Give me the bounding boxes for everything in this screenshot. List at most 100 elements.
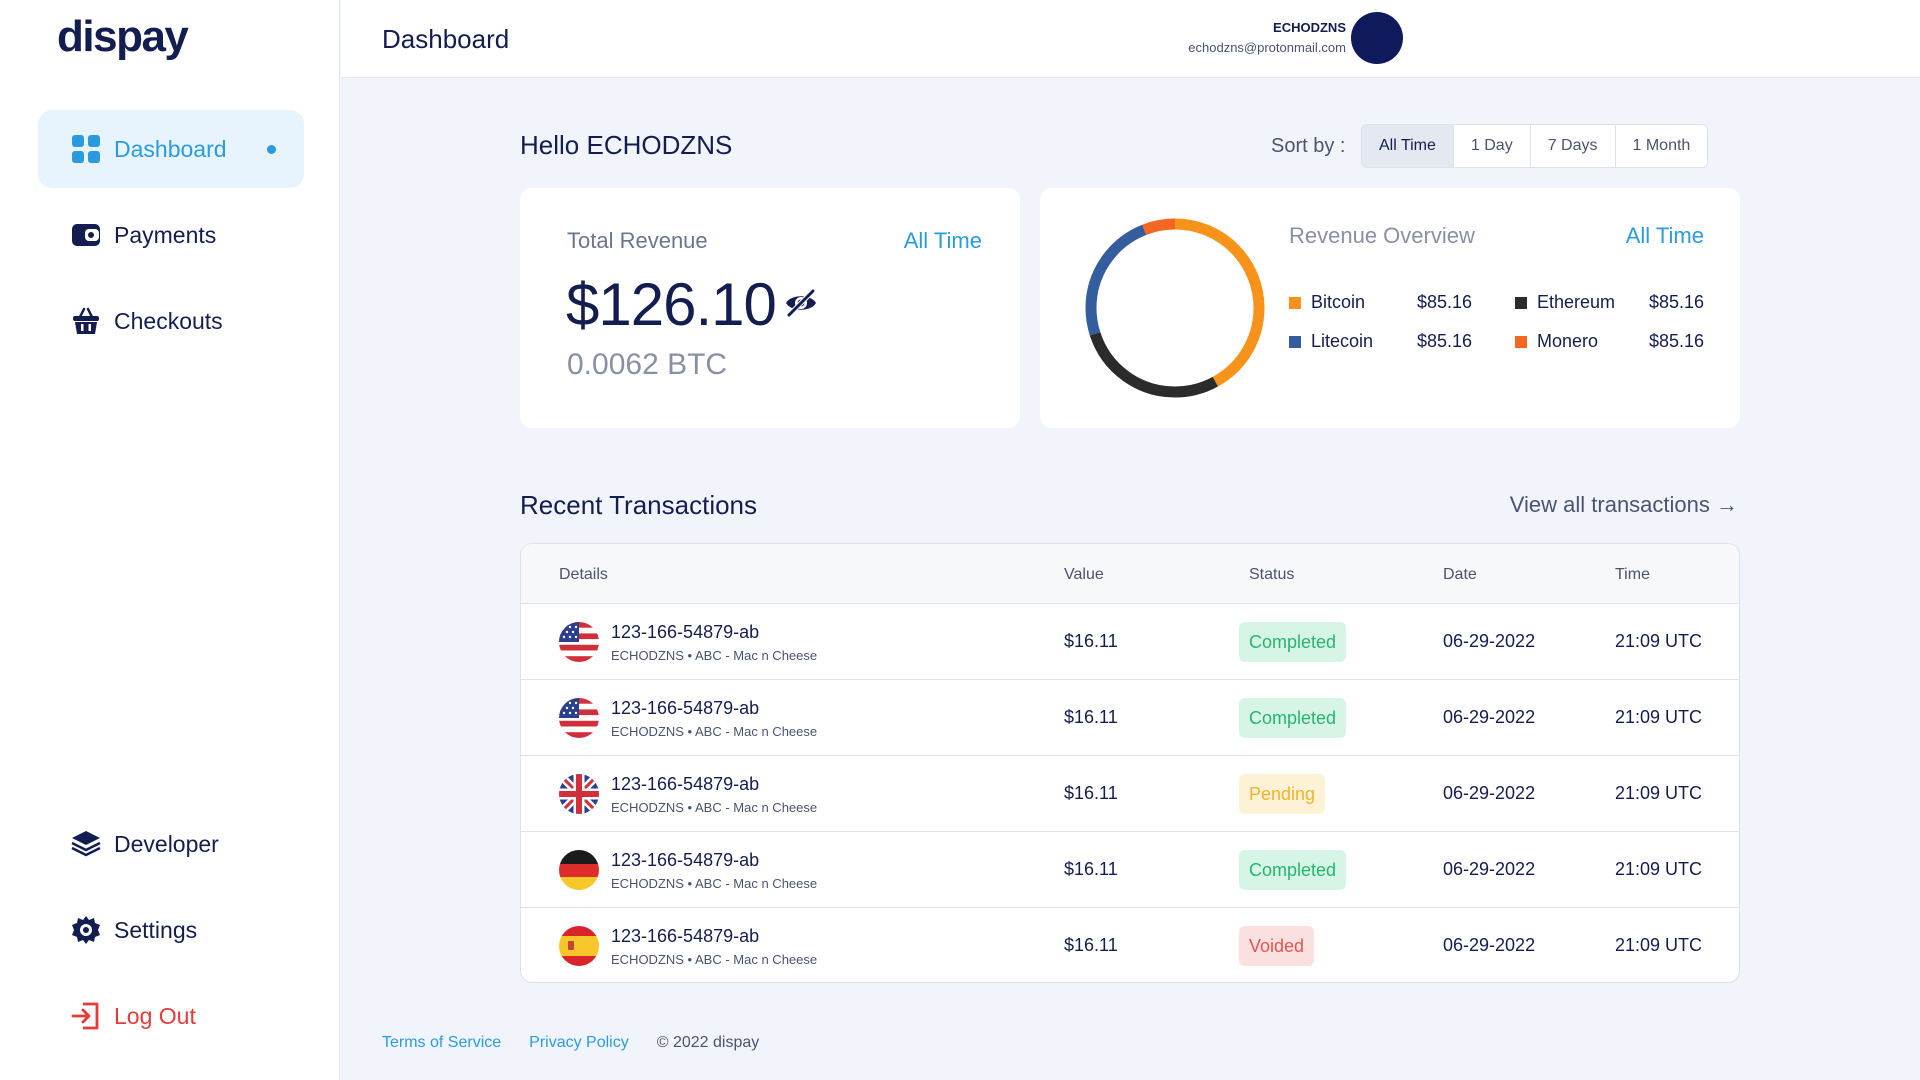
table-row[interactable]: 123-166-54879-ab ECHODZNS • ABC - Mac n … — [521, 756, 1739, 832]
sort-segmented-control: All Time 1 Day 7 Days 1 Month — [1361, 124, 1709, 168]
sidebar-item-developer[interactable]: Developer — [38, 805, 304, 883]
table-row[interactable]: 123-166-54879-ab ECHODZNS • ABC - Mac n … — [521, 604, 1739, 680]
transaction-value: $16.11 — [1064, 707, 1118, 727]
de-flag-icon — [559, 850, 599, 890]
donut-segment-litecoin — [1085, 218, 1265, 398]
transactions-table: Details Value Status Date Time 123-166-5… — [520, 543, 1740, 983]
legend-value-bitcoin: $85.16 — [1417, 292, 1473, 312]
status-badge: Voided — [1239, 926, 1315, 966]
column-header-status: Status — [1249, 566, 1295, 583]
view-all-transactions-link[interactable]: View all transactions → — [1509, 492, 1738, 517]
sort-all-time-button[interactable]: All Time — [1362, 125, 1454, 167]
page-title: Dashboard — [382, 24, 510, 54]
transaction-id[interactable]: 123-166-54879-ab — [611, 622, 760, 642]
transaction-time: 21:09 UTC — [1615, 783, 1703, 803]
transaction-time: 21:09 UTC — [1615, 707, 1703, 727]
transaction-date: 06-29-2022 — [1443, 935, 1536, 955]
transaction-time: 21:09 UTC — [1615, 631, 1703, 651]
active-indicator — [267, 144, 276, 154]
sort-1-day-button[interactable]: 1 Day — [1453, 125, 1531, 167]
transaction-date: 06-29-2022 — [1443, 783, 1536, 803]
terms-of-service-link[interactable]: Terms of Service — [382, 1034, 502, 1051]
column-header-details: Details — [559, 566, 608, 583]
legend-label: Bitcoin — [1311, 292, 1366, 312]
greeting: Hello ECHODZNS — [520, 130, 733, 160]
copyright: © 2022 dispay — [656, 1034, 760, 1051]
legend-value-litecoin: $85.16 — [1417, 331, 1473, 351]
recent-transactions-title: Recent Transactions — [520, 490, 758, 520]
us-flag-icon — [559, 622, 599, 662]
status-badge: Completed — [1239, 622, 1347, 662]
status-badge: Completed — [1239, 850, 1347, 890]
table-row[interactable]: 123-166-54879-ab ECHODZNS • ABC - Mac n … — [521, 680, 1739, 756]
transaction-value: $16.11 — [1064, 631, 1118, 651]
transaction-time: 21:09 UTC — [1615, 935, 1703, 955]
table-row[interactable]: 123-166-54879-ab ECHODZNS • ABC - Mac n … — [521, 832, 1739, 908]
sidebar-item-logout[interactable]: Log Out — [38, 977, 304, 1055]
legend-swatch — [1289, 296, 1301, 309]
avatar[interactable] — [1351, 12, 1403, 64]
sidebar-item-label: Developer — [114, 830, 219, 857]
legend-swatch — [1515, 296, 1527, 309]
sort-7-days-button[interactable]: 7 Days — [1530, 125, 1616, 167]
total-revenue-btc: 0.0062 BTC — [567, 348, 728, 381]
transaction-value: $16.11 — [1064, 783, 1118, 803]
basket-icon — [70, 305, 102, 337]
column-header-time: Time — [1615, 566, 1650, 583]
legend-value-monero: $85.16 — [1649, 331, 1705, 351]
legend-item-bitcoin: Bitcoin — [1289, 292, 1365, 313]
sidebar-item-checkouts[interactable]: Checkouts — [38, 282, 304, 360]
total-revenue-label: Total Revenue — [567, 228, 708, 253]
legend-item-litecoin: Litecoin — [1289, 331, 1373, 352]
legend-label: Ethereum — [1537, 292, 1616, 312]
sidebar-item-label: Dashboard — [114, 135, 227, 162]
legend-label: Litecoin — [1311, 331, 1374, 351]
footer: Terms of Service Privacy Policy © 2022 d… — [382, 1034, 759, 1052]
transaction-subtitle: ECHODZNS • ABC - Mac n Cheese — [611, 648, 818, 663]
sidebar-item-label: Log Out — [114, 1002, 196, 1029]
overview-period-link[interactable]: All Time — [1625, 223, 1704, 248]
transaction-id[interactable]: 123-166-54879-ab — [611, 926, 760, 946]
app-logo[interactable]: dispay — [57, 12, 189, 61]
transaction-subtitle: ECHODZNS • ABC - Mac n Cheese — [611, 876, 818, 891]
privacy-policy-link[interactable]: Privacy Policy — [529, 1034, 629, 1051]
transaction-id[interactable]: 123-166-54879-ab — [611, 850, 760, 870]
sort-label: Sort by : — [1271, 135, 1346, 157]
logout-icon — [70, 1000, 102, 1032]
table-row[interactable]: 123-166-54879-ab ECHODZNS • ABC - Mac n … — [521, 908, 1739, 982]
legend-swatch — [1515, 335, 1527, 348]
sort-1-month-button[interactable]: 1 Month — [1615, 125, 1708, 167]
table-header: Details Value Status Date Time — [521, 544, 1739, 604]
user-email: echodzns@protonmail.com — [1188, 40, 1346, 55]
sidebar-item-payments[interactable]: Payments — [38, 196, 304, 274]
legend-label: Monero — [1537, 331, 1599, 351]
donut-segment-monero — [1085, 218, 1265, 398]
user-name: ECHODZNS — [1273, 20, 1346, 35]
legend-swatch — [1289, 335, 1301, 348]
transaction-id[interactable]: 123-166-54879-ab — [611, 698, 760, 718]
column-header-date: Date — [1443, 566, 1477, 583]
wallet-icon — [70, 219, 102, 251]
sidebar-item-settings[interactable]: Settings — [38, 891, 304, 969]
gear-icon — [70, 914, 102, 946]
transaction-subtitle: ECHODZNS • ABC - Mac n Cheese — [611, 724, 818, 739]
sidebar-item-dashboard[interactable]: Dashboard — [38, 110, 304, 188]
legend-item-monero: Monero — [1515, 331, 1598, 352]
transaction-id[interactable]: 123-166-54879-ab — [611, 774, 760, 794]
us-flag-icon — [559, 698, 599, 738]
revenue-period-link[interactable]: All Time — [903, 228, 982, 253]
grid-icon — [70, 133, 102, 165]
transaction-value: $16.11 — [1064, 859, 1118, 879]
sidebar: dispay Dashboard Payments — [0, 0, 340, 1080]
total-revenue-amount: $126.10 — [566, 271, 777, 338]
status-badge: Pending — [1239, 774, 1326, 814]
revenue-overview-card: Revenue Overview All Time Bitcoin $85.16… — [1040, 188, 1740, 428]
top-header: Dashboard ECHODZNS echodzns@protonmail.c… — [341, 0, 1920, 78]
eye-slash-icon[interactable] — [784, 288, 818, 318]
transaction-date: 06-29-2022 — [1443, 859, 1536, 879]
status-badge: Completed — [1239, 698, 1347, 738]
column-header-value: Value — [1064, 566, 1104, 583]
sidebar-item-label: Payments — [114, 221, 217, 248]
uk-flag-icon — [559, 774, 599, 814]
donut-segment-ethereum — [1085, 218, 1265, 398]
